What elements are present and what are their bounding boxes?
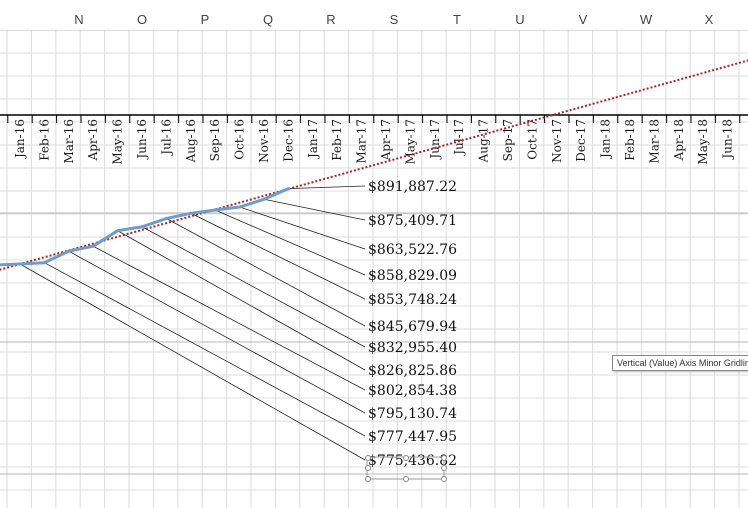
data-labels[interactable]: $775,436.82$777,447.95$795,130.74$802,85… xyxy=(368,179,457,469)
x-axis: Jan-16 Feb-16 Mar-16 Apr-16 May-16 Jun-16 Jul-… xyxy=(0,114,748,165)
x-tick-label: Nov-17 xyxy=(550,119,564,163)
leader-lines xyxy=(19,185,366,461)
leader-line xyxy=(239,206,366,250)
gridline-tooltip: Vertical (Value) Axis Minor Gridlines xyxy=(612,355,748,371)
selection-handle[interactable] xyxy=(365,455,371,461)
column-letter-x: X xyxy=(704,12,714,27)
selection-handle[interactable] xyxy=(365,465,371,471)
x-tick-label: Jun-17 xyxy=(428,119,442,161)
data-point[interactable] xyxy=(140,225,144,229)
x-tick-label: Aug-17 xyxy=(477,119,491,163)
data-point[interactable] xyxy=(189,211,193,215)
x-tick-label: May-17 xyxy=(403,119,417,165)
x-tick-label: Jun-16 xyxy=(135,119,149,161)
leader-line xyxy=(68,250,366,414)
data-point[interactable] xyxy=(262,197,266,201)
data-point[interactable] xyxy=(213,208,217,212)
selection-handle[interactable] xyxy=(403,455,409,461)
column-letter-s: S xyxy=(389,12,399,27)
trendline-path xyxy=(0,59,748,271)
x-tick-label: Dec-17 xyxy=(574,119,588,162)
x-tick-label: Jan-18 xyxy=(599,119,613,160)
data-point[interactable] xyxy=(67,249,71,253)
leader-line xyxy=(117,230,366,371)
leader-line xyxy=(288,185,366,189)
data-label[interactable]: $858,829.09 xyxy=(368,268,457,284)
series-path[interactable] xyxy=(0,187,290,267)
leader-line xyxy=(166,218,366,327)
data-point[interactable] xyxy=(42,261,46,265)
column-letter-u: U xyxy=(515,12,525,27)
x-tick-label: Sep-16 xyxy=(208,119,222,161)
gridlines xyxy=(0,30,748,508)
leader-line xyxy=(19,263,366,461)
selection-handle[interactable] xyxy=(365,476,371,482)
column-letter-t: T xyxy=(453,12,461,27)
data-label[interactable]: $891,887.22 xyxy=(368,179,457,195)
leader-line xyxy=(215,209,366,276)
data-label[interactable]: $802,854.38 xyxy=(368,383,457,399)
x-tick-label: Dec-16 xyxy=(281,119,295,162)
data-point[interactable] xyxy=(164,217,168,220)
x-tick-label: Mar-17 xyxy=(355,119,369,164)
x-tick-label: Feb-16 xyxy=(37,119,51,161)
data-point[interactable] xyxy=(238,205,242,209)
x-tick-label: Jul-17 xyxy=(452,119,466,157)
data-point[interactable] xyxy=(18,262,22,266)
data-point[interactable] xyxy=(286,187,290,191)
x-tick-label: Apr-18 xyxy=(672,119,686,161)
data-label[interactable]: $777,447.95 xyxy=(368,429,457,445)
x-tick-label: Mar-16 xyxy=(62,119,76,164)
selection-handle[interactable] xyxy=(441,455,447,461)
column-letter-w: W xyxy=(639,12,653,27)
x-tick-label: Jan-17 xyxy=(306,119,320,160)
x-tick-label: Nov-16 xyxy=(257,119,271,163)
column-letter-v: V xyxy=(578,12,588,27)
series-line[interactable] xyxy=(0,187,290,267)
x-tick-label: May-18 xyxy=(696,119,710,165)
x-tick-label: Mar-18 xyxy=(647,119,661,164)
data-point[interactable] xyxy=(91,244,95,248)
column-letter-q: Q xyxy=(262,12,274,27)
leader-line xyxy=(93,245,366,391)
x-tick-label: Oct-16 xyxy=(233,119,247,160)
leader-line xyxy=(263,198,366,221)
data-label[interactable]: $875,409.71 xyxy=(368,213,457,229)
x-tick-label: Feb-18 xyxy=(623,119,637,161)
data-label[interactable]: $795,130.74 xyxy=(368,406,457,422)
leader-line xyxy=(190,212,366,300)
column-header: N O P Q R S T U V W X xyxy=(0,0,748,30)
data-label[interactable]: $853,748.24 xyxy=(368,292,457,308)
selection-handle[interactable] xyxy=(403,476,409,482)
leader-line xyxy=(141,226,366,348)
column-letter-n: N xyxy=(74,12,84,27)
data-label[interactable]: $826,825.86 xyxy=(368,363,457,379)
column-letter-r: R xyxy=(326,12,336,27)
x-tick-label: Oct-17 xyxy=(525,119,539,160)
x-tick-label: Jul-16 xyxy=(159,119,173,157)
x-tick-label: Apr-17 xyxy=(379,119,393,161)
trendline xyxy=(0,59,748,271)
column-letter-o: O xyxy=(136,12,148,27)
x-tick-label: Apr-16 xyxy=(86,119,100,161)
x-tick-label: Jun-18 xyxy=(721,119,735,161)
major-gridlines xyxy=(0,29,748,475)
x-tick-label: Sep-17 xyxy=(501,119,515,161)
selection-handle[interactable] xyxy=(441,465,447,471)
x-tick-label: Jan-16 xyxy=(13,119,27,160)
data-label[interactable]: $845,679.94 xyxy=(368,319,457,335)
selection-handle[interactable] xyxy=(441,476,447,482)
data-label[interactable]: $832,955.40 xyxy=(368,340,457,356)
x-tick-label: Aug-16 xyxy=(184,119,198,163)
data-point[interactable] xyxy=(116,229,120,233)
data-label[interactable]: $863,522.76 xyxy=(368,242,457,258)
leader-line xyxy=(44,262,366,437)
column-letter-p: P xyxy=(200,12,210,27)
x-tick-label: May-16 xyxy=(111,119,125,165)
x-tick-label: Feb-17 xyxy=(330,119,344,161)
